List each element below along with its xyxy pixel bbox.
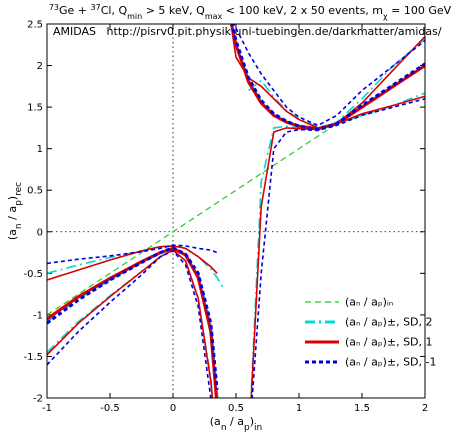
label-part: ) (250, 415, 254, 428)
annotation: AMIDAS http://pisrv0.pit.physik.uni-tueb… (53, 25, 442, 38)
y-tick-label: -2 (33, 394, 43, 405)
title-part: < 100 keV, 2 x 50 events, m (222, 4, 383, 17)
band-line (47, 98, 425, 398)
title-part: χ (383, 12, 388, 21)
legend-label: (aₙ / aₚ)±, SD, 1 (345, 336, 433, 349)
title-part: > 5 keV, Q (142, 4, 205, 17)
y-tick-label: 0.5 (27, 186, 43, 197)
label-part: n (14, 223, 24, 229)
y-tick-label: -1.5 (23, 352, 43, 363)
y-tick-label: 2.5 (27, 20, 43, 31)
x-tick-label: 0 (170, 403, 176, 414)
label-part: (a (6, 229, 19, 240)
label-part: p (14, 200, 24, 206)
band-line (47, 38, 425, 398)
legend-label: (aₙ / aₚ)±, SD, -1 (345, 356, 436, 369)
title-part: 37 (91, 3, 101, 12)
x-tick-label: 2 (422, 403, 428, 414)
band-line (47, 24, 425, 281)
y-tick-label: 1.5 (27, 103, 43, 114)
y-tick-label: -1 (33, 310, 43, 321)
label-part: p (244, 423, 250, 432)
y-axis-label: (an / ap)rec (6, 182, 24, 240)
title-part: Cl, Q (101, 4, 128, 17)
label-part: / a (6, 206, 19, 223)
chart-title: 73Ge + 37Cl, Qmin > 5 keV, Qmax < 100 ke… (49, 3, 452, 21)
title-part: Ge + (59, 4, 91, 17)
y-tick-label: 2 (37, 61, 43, 72)
series-line (47, 65, 425, 316)
x-tick-label: 1.5 (354, 403, 370, 414)
y-tick-label: 1 (37, 144, 43, 155)
title-part: max (205, 12, 223, 21)
title-part: = 100 GeV (388, 4, 452, 17)
label-part: n (221, 423, 227, 432)
label-part: / a (227, 415, 244, 428)
x-tick-label: 0.5 (228, 403, 244, 414)
x-tick-label: 1 (296, 403, 302, 414)
label-part: ) (6, 196, 19, 200)
legend-label: (aₙ / aₚ)±, SD, 2 (345, 316, 433, 329)
plot-lines (47, 24, 425, 398)
label-part: (a (210, 415, 221, 428)
x-tick-label: -1 (42, 403, 52, 414)
x-tick-label: -0.5 (100, 403, 120, 414)
title-part: 73 (49, 3, 59, 12)
y-tick-label: -0.5 (23, 269, 43, 280)
label-part: rec (14, 182, 24, 196)
legend-label: (aₙ / aₚ)ᵢₙ (345, 296, 393, 309)
y-tick-label: 0 (37, 227, 43, 238)
band-line (47, 35, 425, 398)
title-part: min (127, 12, 142, 21)
series-line (47, 24, 425, 390)
x-axis-label: (an / ap)in (210, 415, 262, 432)
label-part: in (254, 423, 262, 432)
band-line (47, 24, 425, 265)
plot-frame (46, 23, 426, 399)
